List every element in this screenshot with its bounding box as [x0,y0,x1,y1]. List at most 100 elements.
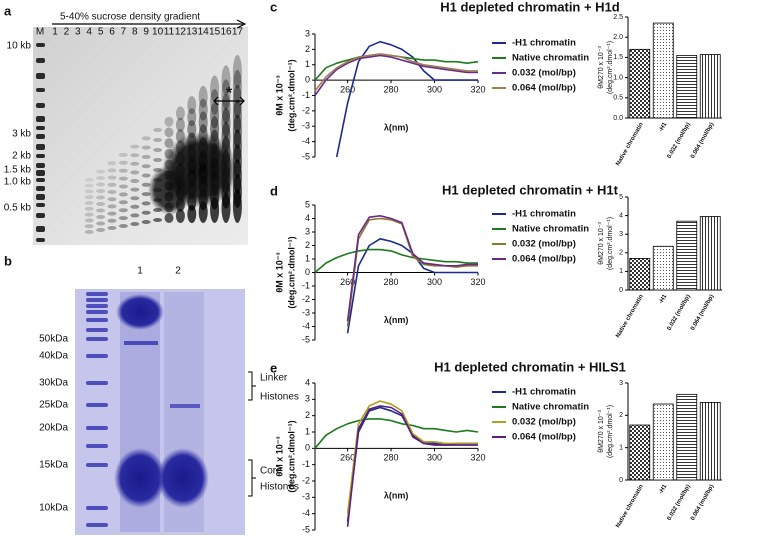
ladder-band [86,463,108,467]
lane-label: 17 [232,27,244,38]
y-tick-label: 2 [619,250,623,257]
y-tick-label: 5 [619,194,623,201]
size-label: 2 kb [12,151,31,162]
size-label: 15kDa [39,460,68,471]
gel-band [175,117,185,132]
x-tick-label: Native chromatin [615,122,645,167]
y-axis-label: (deg.cm².dmol⁻¹) [286,420,296,492]
series-line [346,215,478,322]
panel-label: d [270,183,278,198]
series-line [314,418,479,449]
gel-band [96,169,106,174]
y-tick-label: 1.5 [613,54,623,61]
y-tick-label: 3 [305,226,310,236]
gel-band [232,114,242,149]
gel-band [84,195,94,200]
gel-band [118,192,128,197]
gel-band [96,182,106,187]
gel-band [96,228,106,232]
x-tick-label: -H1 [658,121,668,133]
lane-label: 2 [175,266,181,277]
panel-label: b [4,253,12,268]
y-axis-label: θM x 10⁻³ [274,75,284,115]
protein-band [124,341,158,345]
bar [676,54,698,119]
gel-band [198,98,208,121]
y-tick-label: -1 [302,459,310,469]
y-axis-label: θM x 10⁻³ [274,436,284,476]
gel-band [118,216,128,221]
gel-band [164,127,174,138]
gel-band [130,144,140,149]
ladder-band [36,170,45,176]
gel-band [141,173,151,178]
gel-band [221,79,231,110]
y-tick-label: 4 [305,213,310,223]
x-tick-label: 0.064 (mol/bp) [690,122,715,160]
ladder-band [36,116,45,122]
gel-band [141,154,151,159]
gel-band [130,196,140,201]
gel-band [130,213,140,218]
legend-label: -H1 chromatin [512,38,576,49]
lane-label: 2 [64,27,70,38]
series-line [346,217,478,327]
legend-label: 0.064 (mol/bp) [512,432,576,443]
y-tick-label: -2 [302,475,310,485]
y-tick-label: 0 [305,443,310,453]
x-axis-label: λ(nm) [384,123,409,133]
gel-band [107,182,117,187]
lane-label: 6 [109,27,115,38]
y-tick-label: -3 [302,492,310,502]
gel-band [118,160,128,165]
gel-band [118,200,128,205]
x-tick-label: 0.032 (mol/bp) [666,122,691,160]
lane-label: 12 [175,27,187,38]
x-tick-label: 300 [427,85,442,95]
gel-band [96,202,106,206]
ladder-band [86,304,108,308]
gel-band [130,222,140,226]
ladder-band [86,292,108,296]
gel-band [164,116,174,127]
legend-label: -H1 chromatin [512,209,576,220]
gel-band [141,136,151,141]
gel-band [141,220,151,224]
gel-band [107,168,117,173]
gel-band [84,177,94,182]
x-tick-label: 320 [470,277,485,287]
y-tick-label: 0.0 [613,115,623,122]
y-tick-label: 4 [619,212,623,219]
gel-band [84,218,94,223]
ladder-band [36,144,45,150]
y-tick-label: -1 [302,90,310,100]
y-tick-label: 3 [305,28,310,38]
gel-band [153,138,163,142]
ladder-band [36,194,45,200]
y-tick-label: -4 [302,136,310,146]
x-tick-label: Native chromatin [615,484,645,529]
y-tick-label: 5 [305,199,310,209]
gel-band [84,224,94,229]
ladder-band [86,506,108,510]
gel-band [130,187,140,192]
gel-band [84,183,94,188]
lane-label: M [36,27,44,38]
ladder-band [36,163,45,168]
series-line [314,248,478,274]
ladder-band [86,337,108,341]
gel-band [198,111,208,134]
gel-marker: * [226,85,233,102]
bar [652,22,674,119]
gel-band [107,190,117,194]
legend-label: Native chromatin [512,53,589,64]
y-tick-label: 0.5 [613,95,623,102]
y-tick-label: 4 [305,377,310,387]
x-tick-label: 320 [470,85,485,95]
y-tick-label: -2 [302,294,310,304]
gel-band [141,164,151,169]
gel-band [130,179,140,183]
gel-band [221,65,231,96]
gel-band [164,213,174,223]
